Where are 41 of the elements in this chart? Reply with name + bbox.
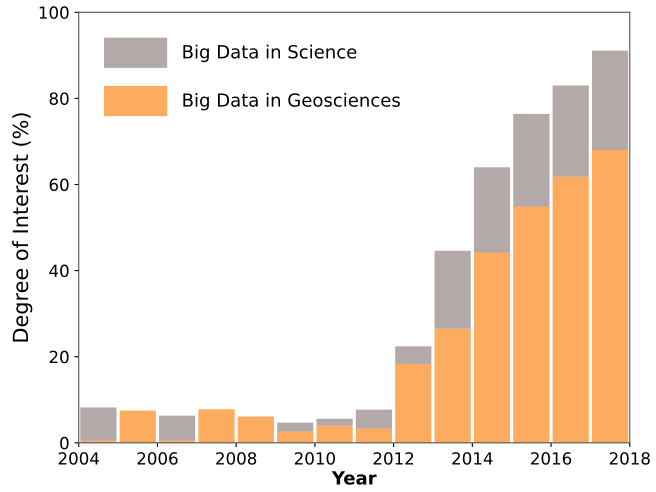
- x-tick-label: 2010: [294, 452, 335, 465]
- y-axis-title: Degree of Interest (%): [12, 113, 32, 342]
- y-tick-label: 80: [50, 92, 69, 105]
- x-tick-label: 2012: [374, 452, 414, 465]
- bar: [513, 114, 550, 206]
- y-tick-label: 40: [49, 264, 69, 278]
- bar: [198, 409, 235, 443]
- bar: [80, 408, 117, 441]
- legend-label: Big Data in Science: [183, 44, 356, 62]
- bar: [474, 252, 510, 443]
- x-tick-label: 2004: [58, 452, 99, 465]
- x-tick-label: 2018: [610, 452, 650, 465]
- x-tick-label: 2016: [531, 452, 572, 465]
- bar: [120, 410, 156, 443]
- bar: [513, 206, 550, 443]
- bar: [434, 328, 471, 443]
- y-tick-label: 60: [50, 178, 69, 192]
- bar: [316, 418, 353, 426]
- bar: [238, 416, 274, 443]
- legend-label: Big Data in Geosciences: [183, 92, 400, 110]
- x-tick-label: 2008: [216, 452, 256, 465]
- bar: [395, 364, 432, 443]
- y-tick-label: 100: [40, 6, 69, 19]
- bar: [277, 422, 314, 432]
- bar: [592, 50, 628, 150]
- x-tick-label: 2006: [137, 452, 178, 465]
- y-tick-label: 20: [50, 350, 69, 364]
- y-tick-label: 0: [60, 436, 69, 450]
- bar: [552, 176, 589, 443]
- bar: [434, 250, 471, 329]
- bar: [395, 346, 432, 364]
- bar: [552, 85, 589, 177]
- bar: [277, 432, 314, 443]
- x-tick-label: 2014: [452, 452, 493, 465]
- x-axis-title: Year: [332, 471, 377, 485]
- bar: [159, 416, 196, 441]
- bar: [356, 410, 392, 429]
- bar: [474, 167, 510, 253]
- bar: [592, 150, 628, 443]
- bar: [316, 426, 353, 443]
- bar: [356, 428, 392, 443]
